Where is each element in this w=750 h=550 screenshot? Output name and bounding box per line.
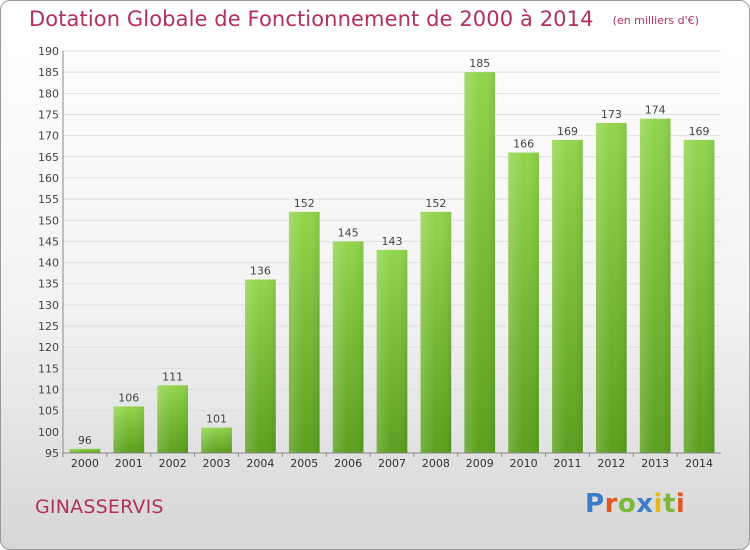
y-tick-label: 185 — [38, 66, 59, 79]
brand-letter: t — [662, 489, 676, 519]
bar-highlight — [288, 211, 320, 453]
bar-value-label: 145 — [338, 226, 359, 239]
brand-letter: i — [653, 489, 663, 519]
bar-value-label: 143 — [382, 235, 403, 248]
y-tick-label: 120 — [38, 341, 59, 354]
bar-highlight — [201, 427, 232, 453]
bar-highlight — [552, 139, 583, 453]
y-tick-label: 160 — [38, 172, 59, 185]
bar-highlight — [639, 118, 671, 453]
bar-highlight — [376, 249, 408, 453]
bar-value-label: 166 — [513, 138, 534, 151]
bar-value-label: 101 — [206, 413, 227, 426]
brand-letter: x — [636, 489, 654, 519]
bar-highlight — [245, 279, 276, 453]
bar-value-label: 96 — [78, 434, 92, 447]
bar-value-label: 169 — [689, 125, 710, 138]
y-tick-label: 115 — [38, 362, 59, 375]
y-tick-label: 100 — [38, 426, 59, 439]
axis-layer — [62, 51, 721, 457]
commune-name: GINASSERVIS — [35, 496, 164, 518]
x-tick-label: 2004 — [246, 457, 274, 470]
y-tick-label: 170 — [38, 130, 59, 143]
x-tick-label: 2006 — [334, 457, 362, 470]
bar-value-label: 174 — [645, 104, 666, 117]
bar-highlight — [69, 448, 101, 453]
x-tick-label: 2014 — [685, 457, 713, 470]
brand-letter: i — [675, 489, 686, 519]
proxiti-logo[interactable]: Proxiti — [585, 489, 685, 519]
bar-highlight — [332, 241, 364, 453]
bar-highlight — [113, 406, 145, 453]
x-tick-label: 2005 — [290, 457, 318, 470]
y-tick-label: 145 — [38, 235, 59, 248]
x-tick-label: 2000 — [71, 457, 99, 470]
bar-highlight — [464, 72, 496, 453]
chart-title: Dotation Globale de Fonctionnement de 20… — [29, 7, 594, 31]
bar-layer — [69, 72, 715, 454]
x-tick-label: 2011 — [553, 457, 581, 470]
y-tick-label: 105 — [38, 405, 59, 418]
y-tick-label: 95 — [45, 447, 59, 460]
x-tick-label: 2013 — [641, 457, 669, 470]
x-tick-label: 2007 — [378, 457, 406, 470]
x-tick-label: 2001 — [115, 457, 143, 470]
bar-highlight — [683, 139, 715, 453]
chart-title-row: Dotation Globale de Fonctionnement de 20… — [29, 7, 699, 31]
brand-letter: P — [585, 489, 605, 519]
bar-value-label: 152 — [425, 197, 446, 210]
y-tick-label: 190 — [38, 45, 59, 58]
bar-highlight — [420, 211, 452, 453]
bar-value-label: 152 — [294, 197, 315, 210]
y-tick-label: 175 — [38, 108, 59, 121]
bar-value-label: 169 — [557, 125, 578, 138]
x-tick-label: 2009 — [466, 457, 494, 470]
y-tick-label: 155 — [38, 193, 59, 206]
bar-value-label: 136 — [250, 265, 271, 278]
bar-value-label: 111 — [162, 370, 183, 383]
label-layer: 95 100 105 110 115 120 125 130 135 140 145 150 155 16… — [38, 45, 713, 470]
y-tick-label: 180 — [38, 87, 59, 100]
bar-highlight — [508, 152, 539, 453]
y-tick-label: 125 — [38, 320, 59, 333]
y-tick-label: 110 — [38, 384, 59, 397]
bar-value-label: 185 — [469, 57, 490, 70]
y-tick-label: 165 — [38, 151, 59, 164]
x-tick-label: 2008 — [422, 457, 450, 470]
y-tick-label: 135 — [38, 278, 59, 291]
y-tick-label: 130 — [38, 299, 59, 312]
bar-value-label: 173 — [601, 108, 622, 121]
y-tick-label: 150 — [38, 214, 59, 227]
brand-letter: o — [617, 489, 637, 519]
bar-highlight — [595, 122, 627, 454]
x-tick-label: 2012 — [597, 457, 625, 470]
x-tick-label: 2010 — [510, 457, 538, 470]
bar-highlight — [157, 385, 189, 453]
x-tick-label: 2002 — [159, 457, 187, 470]
bar-value-label: 106 — [118, 391, 139, 404]
y-tick-label: 140 — [38, 257, 59, 270]
chart-subtitle: (en milliers d'€) — [612, 14, 699, 27]
brand-letter: r — [604, 489, 618, 519]
x-tick-label: 2003 — [203, 457, 231, 470]
